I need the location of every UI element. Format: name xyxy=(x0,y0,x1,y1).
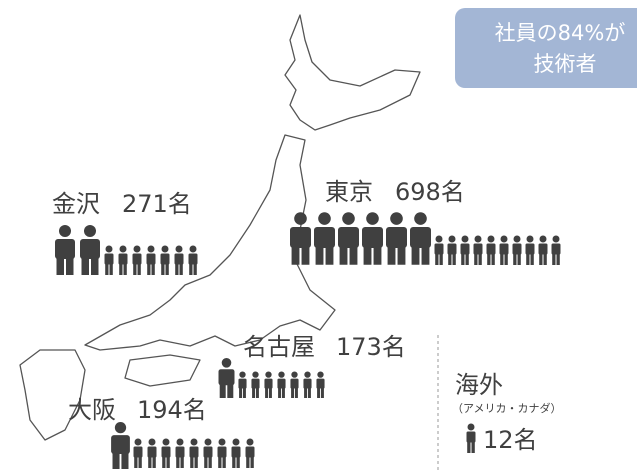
person-icon xyxy=(525,235,535,265)
person-icon xyxy=(245,438,255,468)
person-icon xyxy=(410,212,431,265)
person-icon xyxy=(175,438,185,468)
overseas-name: 海外 xyxy=(455,371,503,399)
badge-line: 技術者 xyxy=(534,52,597,76)
person-icon xyxy=(538,235,548,265)
location-name: 名古屋 xyxy=(243,333,315,361)
person-icon xyxy=(217,438,227,468)
person-icon xyxy=(132,245,142,275)
person-icon xyxy=(303,371,312,398)
person-icon xyxy=(231,438,241,468)
location-count: 194名 xyxy=(137,396,207,424)
person-icon xyxy=(314,212,335,265)
osaka-icons xyxy=(111,422,255,469)
person-icon xyxy=(203,438,213,468)
person-icon xyxy=(290,371,299,398)
badge-line: 社員の84%が xyxy=(495,21,626,45)
person-icon xyxy=(147,438,157,468)
person-icon xyxy=(486,235,496,265)
person-icon xyxy=(133,438,143,468)
person-icon xyxy=(277,371,286,398)
location-name: 金沢 xyxy=(52,190,100,218)
location-count: 698名 xyxy=(395,178,465,206)
japan-map xyxy=(19,14,421,441)
tokyo-icons xyxy=(290,212,561,265)
person-icon xyxy=(362,212,383,265)
overseas-note: （アメリカ・カナダ） xyxy=(452,401,561,415)
person-icon xyxy=(104,245,114,275)
location-name: 東京 xyxy=(325,178,373,206)
person-icon xyxy=(111,422,130,469)
person-icon xyxy=(434,235,444,265)
person-icon xyxy=(118,245,128,275)
person-icon xyxy=(551,235,561,265)
person-icon xyxy=(251,371,260,398)
person-icon xyxy=(174,245,184,275)
person-icon xyxy=(466,423,476,453)
person-icon xyxy=(189,438,199,468)
overseas-count: 12名 xyxy=(483,426,538,454)
person-icon xyxy=(146,245,156,275)
person-icon xyxy=(55,225,75,275)
person-icon xyxy=(238,371,247,398)
person-icon xyxy=(264,371,273,398)
person-icon xyxy=(447,235,457,265)
person-icon xyxy=(316,371,325,398)
location-count: 173名 xyxy=(336,333,406,361)
location-count: 271名 xyxy=(122,190,192,218)
person-icon xyxy=(386,212,407,265)
badge xyxy=(455,8,637,88)
person-icon xyxy=(473,235,483,265)
person-icon xyxy=(160,245,170,275)
location-name: 大阪 xyxy=(68,396,116,424)
person-icon xyxy=(218,358,235,398)
kanazawa-icons xyxy=(55,225,198,275)
person-icon xyxy=(499,235,509,265)
nagoya-icons xyxy=(218,358,325,398)
person-icon xyxy=(460,235,470,265)
person-icon xyxy=(80,225,100,275)
person-icon xyxy=(512,235,522,265)
person-icon xyxy=(338,212,359,265)
person-icon xyxy=(161,438,171,468)
person-icon xyxy=(188,245,198,275)
